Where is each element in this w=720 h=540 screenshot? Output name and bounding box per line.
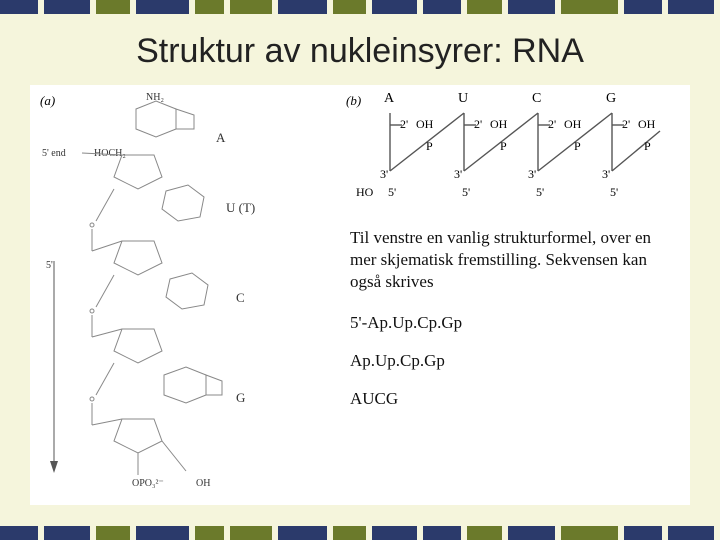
border-dash	[508, 0, 556, 14]
sch-p-1: P	[426, 139, 433, 154]
sch-tick3-3: 3'	[528, 167, 536, 182]
border-dash	[195, 0, 224, 14]
sch-5-1: 5'	[388, 185, 396, 200]
border-dash	[423, 526, 461, 540]
sch-oh-3: OH	[564, 117, 581, 132]
border-dash	[508, 526, 556, 540]
sch-tick2-3: 2'	[548, 117, 556, 132]
sch-5-4: 5'	[610, 185, 618, 200]
border-dash	[278, 526, 327, 540]
border-dash	[624, 526, 662, 540]
sch-tick2-2: 2'	[474, 117, 482, 132]
sch-base-c: C	[532, 91, 541, 107]
slide-title: Struktur av nukleinsyrer: RNA	[30, 32, 690, 71]
border-dash	[44, 0, 90, 14]
border-dash	[195, 526, 224, 540]
border-dash	[423, 0, 461, 14]
sch-p-2: P	[500, 139, 507, 154]
border-dash	[668, 0, 714, 14]
sch-oh-2: OH	[490, 117, 507, 132]
sch-tick3-1: 3'	[380, 167, 388, 182]
description-paragraph: Til venstre en vanlig strukturformel, ov…	[344, 223, 684, 297]
border-dash	[230, 0, 272, 14]
panel-b-and-text: (b)	[344, 91, 684, 499]
border-dash	[467, 0, 501, 14]
sch-oh-1: OH	[416, 117, 433, 132]
sch-base-g: G	[606, 91, 616, 107]
sch-5-3: 5'	[536, 185, 544, 200]
sequence-1: 5'-Ap.Up.Cp.Gp	[344, 311, 684, 335]
border-dash	[624, 0, 662, 14]
sequence-2: Ap.Up.Cp.Gp	[344, 349, 684, 373]
sch-base-a: A	[384, 91, 394, 107]
sequence-3: AUCG	[344, 387, 684, 411]
border-dash	[230, 526, 272, 540]
border-dash	[333, 0, 365, 14]
content-area: (a) NH₂ A 5' end HOCH₂ U (T) 5' C G OPO₃…	[30, 85, 690, 505]
border-bottom	[0, 526, 720, 540]
sch-oh-4: OH	[638, 117, 655, 132]
sch-p-4: P	[644, 139, 651, 154]
border-dash	[44, 526, 90, 540]
border-dash	[0, 526, 38, 540]
border-dash	[96, 526, 130, 540]
sch-base-u: U	[458, 91, 468, 107]
border-dash	[136, 0, 189, 14]
slide-body: Struktur av nukleinsyrer: RNA (a) NH₂ A …	[30, 24, 690, 516]
panel-a: (a) NH₂ A 5' end HOCH₂ U (T) 5' C G OPO₃…	[36, 91, 336, 499]
sch-tick2-1: 2'	[400, 117, 408, 132]
sch-tick3-4: 3'	[602, 167, 610, 182]
sch-5-2: 5'	[462, 185, 470, 200]
border-dash	[333, 526, 365, 540]
border-dash	[668, 526, 714, 540]
border-dash	[561, 0, 618, 14]
border-dash	[561, 526, 618, 540]
sch-ho: HO	[356, 185, 373, 200]
border-dash	[372, 526, 418, 540]
sch-p-3: P	[574, 139, 581, 154]
border-dash	[467, 526, 501, 540]
schematic-diagram: A U C G 2' OH 2' OH 2' OH 2' OH 3' 3' 3'…	[344, 91, 684, 211]
sch-tick3-2: 3'	[454, 167, 462, 182]
border-dash	[96, 0, 130, 14]
border-top	[0, 0, 720, 14]
border-dash	[372, 0, 418, 14]
border-dash	[0, 0, 38, 14]
border-dash	[136, 526, 189, 540]
sch-tick2-4: 2'	[622, 117, 630, 132]
border-dash	[278, 0, 327, 14]
structural-formula-svg	[36, 91, 336, 501]
